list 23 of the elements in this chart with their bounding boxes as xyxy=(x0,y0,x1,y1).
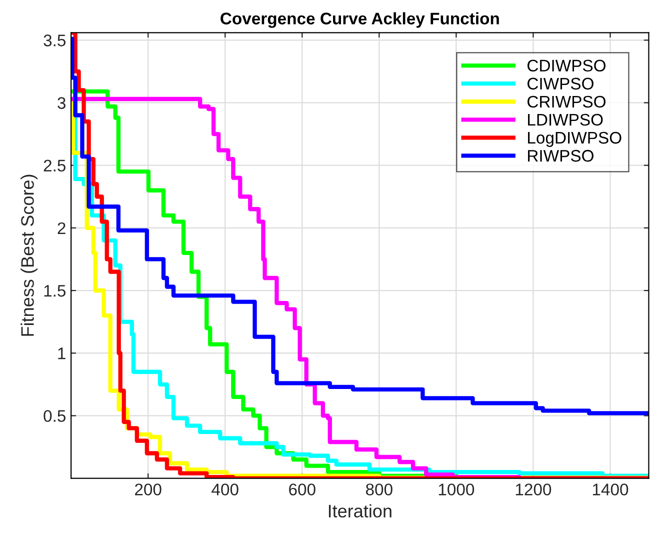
x-axis-title: Iteration xyxy=(328,504,392,518)
y-tick-label: 2 xyxy=(58,222,66,234)
legend-label: CDIWPSO xyxy=(528,60,606,72)
x-tick-label: 1400 xyxy=(592,484,628,496)
x-tick-label: 400 xyxy=(212,484,238,496)
x-tick-label: 800 xyxy=(366,484,392,496)
x-tick-label: 600 xyxy=(289,484,316,496)
y-tick-label: 2.5 xyxy=(44,160,66,172)
legend-label: CIWPSO xyxy=(528,78,594,90)
x-tick-label: 200 xyxy=(135,484,162,496)
y-tick-label: 1 xyxy=(58,348,66,360)
chart-title: Covergence Curve Ackley Function xyxy=(220,12,499,28)
y-axis-title: Fitness (Best Score) xyxy=(20,174,38,336)
x-tick-label: 1200 xyxy=(516,484,552,496)
legend-label: RIWPSO xyxy=(528,150,594,162)
y-tick-label: 1.5 xyxy=(44,285,66,297)
legend-label: LogDIWPSO xyxy=(528,132,622,147)
y-tick-label: 3 xyxy=(58,97,66,109)
legend-label: LDIWPSO xyxy=(528,114,603,126)
legend-label: CRIWPSO xyxy=(528,96,606,108)
y-tick-label: 3.5 xyxy=(44,34,66,46)
y-tick-label: 0.5 xyxy=(44,410,66,422)
x-tick-label: 1000 xyxy=(438,484,474,496)
